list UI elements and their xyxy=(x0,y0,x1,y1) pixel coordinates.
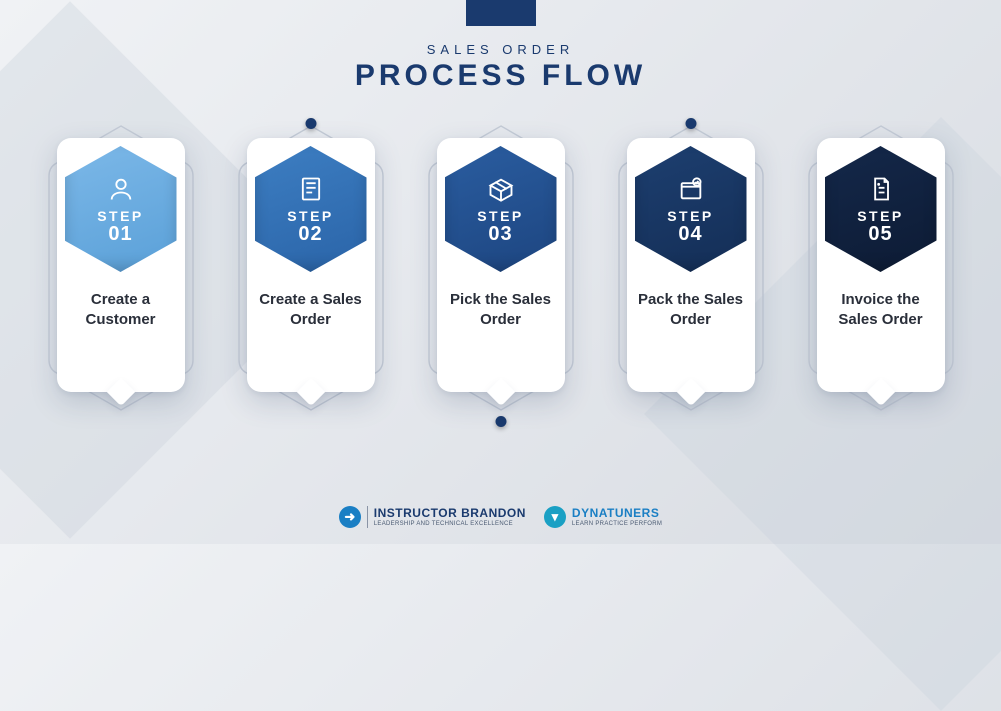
step-number: 02 xyxy=(298,224,322,244)
connector-dot xyxy=(495,416,506,427)
step-card: STEP03 Pick the Sales Order xyxy=(437,138,565,392)
step-description: Create a Customer xyxy=(57,290,185,331)
footer: ➜ INSTRUCTOR BRANDON LEADERSHIP AND TECH… xyxy=(0,506,1001,528)
step-hexagon: STEP05 xyxy=(825,146,937,272)
step-label: STEP xyxy=(667,208,714,224)
box-check-icon xyxy=(677,174,705,204)
connector-dot xyxy=(685,118,696,129)
step-hexagon: STEP04 xyxy=(635,146,747,272)
brand-name: DYNATUNERS xyxy=(572,507,662,519)
step-label: STEP xyxy=(287,208,334,224)
invoice-icon xyxy=(867,174,895,204)
step-hexagon: STEP03 xyxy=(445,146,557,272)
box-open-icon xyxy=(487,174,515,204)
step-card: STEP01 Create a Customer xyxy=(57,138,185,392)
subtitle: SALES ORDER xyxy=(0,42,1001,57)
brand-logo-icon: ➜ xyxy=(339,506,361,528)
step-01: STEP01 Create a Customer xyxy=(42,138,200,392)
step-number: 04 xyxy=(678,224,702,244)
step-label: STEP xyxy=(857,208,904,224)
step-description: Pack the Sales Order xyxy=(627,290,755,331)
brand-tagline: LEADERSHIP AND TECHNICAL EXCELLENCE xyxy=(374,521,526,527)
step-label: STEP xyxy=(477,208,524,224)
process-flow-row: STEP01Create a Customer STEP02Create a S… xyxy=(0,138,1001,392)
step-05: STEP05 Invoice the Sales Order xyxy=(802,138,960,392)
brand-logo-icon: ▾ xyxy=(544,506,566,528)
brand-divider xyxy=(367,506,368,528)
step-card: STEP04 Pack the Sales Order xyxy=(627,138,755,392)
page-title: PROCESS FLOW xyxy=(0,59,1001,93)
title-block: SALES ORDER PROCESS FLOW xyxy=(0,42,1001,93)
brand-name: INSTRUCTOR BRANDON xyxy=(374,507,526,519)
step-number: 03 xyxy=(488,224,512,244)
step-02: STEP02 Create a Sales Order xyxy=(232,138,390,392)
step-03: STEP03 Pick the Sales Order xyxy=(422,138,580,392)
step-description: Invoice the Sales Order xyxy=(817,290,945,331)
step-04: STEP04 Pack the Sales Order xyxy=(612,138,770,392)
brand-instructor-brandon: ➜ INSTRUCTOR BRANDON LEADERSHIP AND TECH… xyxy=(339,506,526,528)
step-hexagon: STEP01 xyxy=(65,146,177,272)
user-icon xyxy=(107,174,135,204)
step-description: Create a Sales Order xyxy=(247,290,375,331)
brand-tagline: LEARN PRACTICE PERFORM xyxy=(572,521,662,527)
connector-dot xyxy=(305,118,316,129)
step-label: STEP xyxy=(97,208,144,224)
step-number: 01 xyxy=(108,224,132,244)
top-accent-tab xyxy=(466,0,536,26)
step-card: STEP05 Invoice the Sales Order xyxy=(817,138,945,392)
step-number: 05 xyxy=(868,224,892,244)
step-card: STEP02 Create a Sales Order xyxy=(247,138,375,392)
step-hexagon: STEP02 xyxy=(255,146,367,272)
step-description: Pick the Sales Order xyxy=(437,290,565,331)
document-icon xyxy=(297,174,325,204)
brand-dynatuners: ▾ DYNATUNERS LEARN PRACTICE PERFORM xyxy=(544,506,662,528)
